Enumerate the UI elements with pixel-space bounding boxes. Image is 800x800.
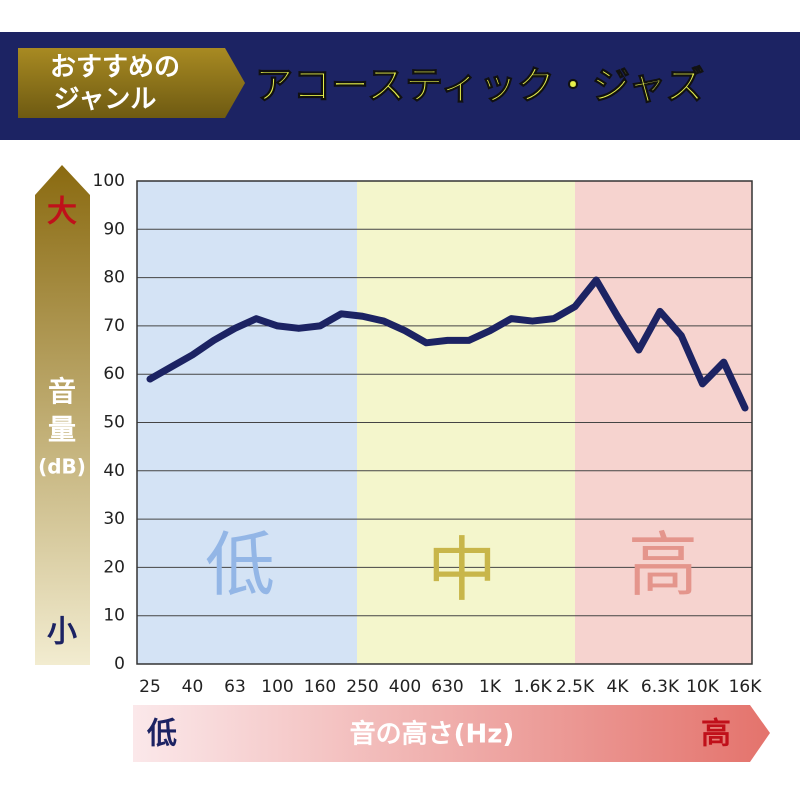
x-tick-label: 400 <box>389 677 421 697</box>
y-label: (dB) <box>38 455 86 479</box>
x-tick-label: 250 <box>346 677 378 697</box>
x-arrow <box>133 705 770 762</box>
x-tick-label: 2.5K <box>556 677 595 697</box>
x-tick-label: 4K <box>607 677 630 697</box>
y-tick-label: 90 <box>103 219 125 239</box>
y-tick-label: 70 <box>103 316 125 336</box>
band-label: 中 <box>427 529 497 611</box>
x-tick-label: 1K <box>479 677 502 697</box>
plot-frame <box>136 180 753 665</box>
x-tick-label: 10K <box>686 677 720 697</box>
y-tick-label: 100 <box>93 171 125 191</box>
x-tick-label: 40 <box>182 677 204 697</box>
title: アコースティック・ジャズ <box>255 64 704 108</box>
y-tick-label: 50 <box>103 413 125 433</box>
x-tick-label: 1.6K <box>513 677 552 697</box>
y-end-label: 小 <box>47 615 77 650</box>
line-series <box>146 276 749 412</box>
x-end-label: 低 <box>146 717 177 752</box>
y-tick-label: 20 <box>103 557 125 577</box>
y-tick-label: 30 <box>103 509 125 529</box>
x-tick-label: 100 <box>261 677 293 697</box>
badge-text: おすすめの <box>50 53 180 83</box>
badge-text: ジャンル <box>54 85 157 115</box>
band-label: 低 <box>205 524 275 606</box>
y-label: 量 <box>48 413 76 446</box>
y-label: 音 <box>48 375 76 408</box>
x-tick-label: 16K <box>729 677 763 697</box>
badge-shape <box>18 48 245 118</box>
y-tick-label: 60 <box>103 364 125 384</box>
y-tick-label: 80 <box>103 268 125 288</box>
y-end-label: 大 <box>47 195 77 230</box>
x-tick-label: 6.3K <box>641 677 680 697</box>
y-tick-label: 0 <box>114 654 125 674</box>
y-tick-label: 10 <box>103 606 125 626</box>
x-tick-label: 25 <box>139 677 161 697</box>
x-tick-label: 160 <box>304 677 336 697</box>
x-end-label: 高 <box>701 717 731 752</box>
y-tick-label: 40 <box>103 461 125 481</box>
band-label: 高 <box>628 524 698 606</box>
y-arrow <box>35 165 90 665</box>
x-tick-label: 630 <box>431 677 463 697</box>
x-tick-label: 63 <box>224 677 246 697</box>
x-label: 音の高さ(Hz) <box>350 719 515 750</box>
